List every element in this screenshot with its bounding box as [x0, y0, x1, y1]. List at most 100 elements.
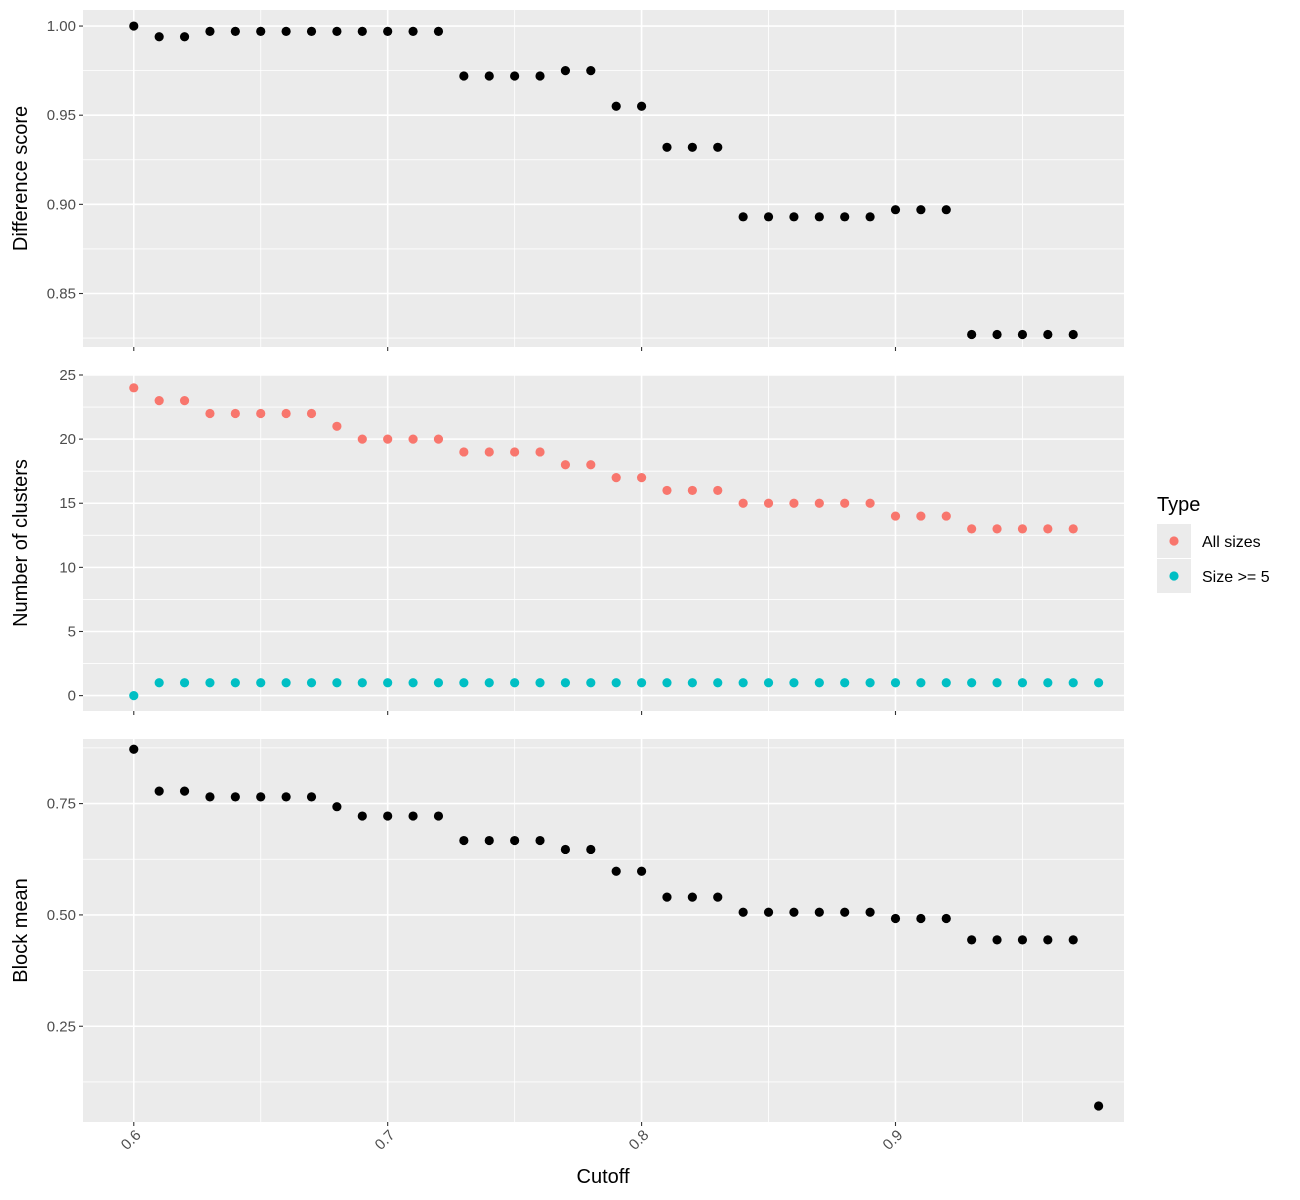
data-point — [560, 66, 571, 76]
data-point — [459, 678, 469, 688]
data-point — [205, 792, 215, 802]
data-point — [687, 678, 697, 688]
data-point — [636, 101, 647, 111]
data-point — [890, 678, 901, 688]
data-point — [941, 678, 951, 688]
data-point — [484, 447, 494, 457]
data-point — [306, 26, 317, 36]
data-point — [281, 26, 291, 36]
y-axis-title: Difference score — [10, 106, 32, 251]
data-point — [916, 205, 926, 215]
data-point — [256, 678, 266, 688]
data-point — [763, 212, 774, 222]
data-point — [992, 524, 1002, 534]
series-all-sizes — [129, 383, 1078, 534]
data-point — [357, 26, 367, 36]
data-point — [840, 212, 850, 222]
data-point — [611, 472, 621, 483]
data-point — [840, 907, 850, 917]
data-point — [1017, 678, 1028, 688]
y-tick-label: 25 — [59, 367, 76, 384]
data-point — [510, 678, 520, 688]
data-point — [484, 678, 494, 688]
data-point — [332, 802, 342, 812]
x-tick-label: 0.6 — [118, 1127, 145, 1154]
data-point — [713, 485, 723, 496]
data-point — [738, 498, 748, 508]
data-point — [230, 792, 240, 802]
data-point — [154, 32, 164, 42]
data-point — [814, 212, 824, 222]
data-point — [713, 892, 723, 902]
data-point — [1068, 329, 1078, 340]
data-point — [484, 835, 494, 846]
panels-layer: 0.85 0.90 0.95 1.00 Difference score 0 5 10 15 20… — [10, 10, 1124, 1154]
data-point — [408, 26, 418, 36]
data-point — [1017, 935, 1028, 945]
y-tick-label: 0.85 — [47, 286, 76, 303]
data-point — [992, 935, 1002, 945]
data-point — [383, 26, 393, 36]
data-point — [459, 835, 469, 846]
data-point — [205, 26, 215, 36]
data-point — [789, 498, 799, 508]
series-points — [129, 21, 1078, 340]
data-point — [662, 485, 672, 496]
data-point — [789, 212, 799, 222]
data-point — [459, 447, 469, 457]
data-point — [535, 71, 545, 81]
data-point — [636, 678, 647, 688]
data-point — [256, 792, 266, 802]
data-point — [738, 907, 748, 917]
data-point — [332, 421, 342, 431]
data-point — [332, 678, 342, 688]
data-point — [510, 835, 520, 846]
data-point — [687, 142, 697, 152]
data-point — [738, 678, 748, 688]
data-point — [535, 447, 545, 457]
data-point — [611, 101, 621, 111]
y-tick-label: 1.00 — [47, 18, 76, 35]
data-point — [129, 691, 139, 701]
data-point — [941, 913, 951, 924]
data-point — [306, 678, 317, 688]
data-point — [383, 434, 393, 444]
data-point — [357, 678, 367, 688]
data-point — [865, 498, 875, 508]
data-point — [408, 434, 418, 444]
data-point — [129, 21, 139, 31]
data-point — [205, 678, 215, 688]
data-point — [1043, 329, 1053, 340]
data-point — [763, 498, 774, 508]
data-point — [1094, 1101, 1104, 1111]
data-point — [789, 907, 799, 917]
data-point — [967, 935, 977, 945]
data-point — [916, 511, 926, 521]
data-point — [256, 408, 266, 419]
data-point — [383, 811, 393, 821]
data-point — [662, 892, 672, 902]
data-point — [687, 892, 697, 902]
data-point — [865, 678, 875, 688]
data-point — [636, 472, 647, 483]
y-tick-label: 5 — [68, 623, 76, 640]
panel-1: 0.85 0.90 0.95 1.00 Difference score — [10, 10, 1124, 351]
y-axis-title: Number of clusters — [10, 459, 32, 627]
data-point — [560, 844, 571, 855]
legend-key-size-ge-5 — [1169, 571, 1179, 581]
data-point — [535, 835, 545, 846]
series-size-5 — [129, 678, 1104, 701]
data-point — [586, 460, 596, 470]
data-point — [611, 678, 621, 688]
data-point — [662, 142, 672, 152]
y-axis-title: Block mean — [10, 878, 32, 983]
data-point — [357, 811, 367, 821]
data-point — [256, 26, 266, 36]
y-tick-label: 0.75 — [47, 796, 76, 813]
data-point — [179, 396, 190, 406]
data-point — [840, 498, 850, 508]
data-point — [510, 447, 520, 457]
data-point — [1043, 524, 1053, 534]
y-tick-label: 0 — [68, 688, 76, 705]
data-point — [230, 678, 240, 688]
